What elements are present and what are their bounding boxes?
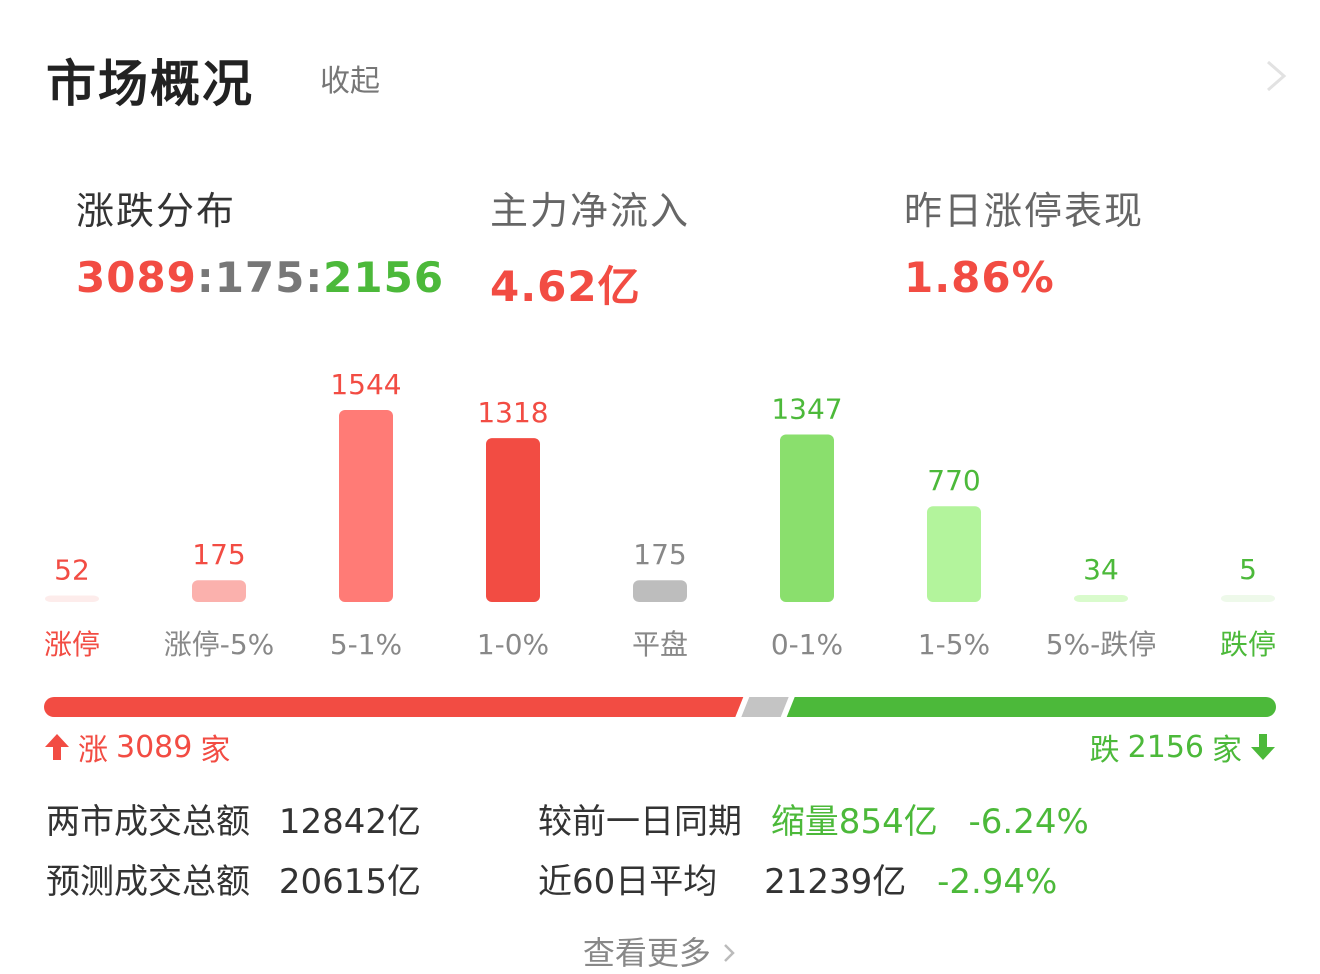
down-count: 2156 — [323, 253, 445, 302]
split-flat-segment — [741, 697, 789, 717]
up-down-split-bar — [44, 697, 1276, 717]
avg-60-day-label: 近60日平均 — [538, 862, 718, 902]
category-label: 0-1% — [771, 628, 843, 661]
chevron-right-icon[interactable] — [1258, 56, 1294, 96]
bar-value-label: 52 — [54, 554, 90, 587]
fall-label: 跌 — [1089, 733, 1120, 768]
view-more-label: 查看更多 — [582, 934, 711, 972]
turnover-total-label: 两市成交总额 — [46, 802, 250, 842]
stat-yesterday-limit-up-value: 1.86% — [904, 253, 1055, 302]
view-more-link[interactable]: 查看更多 — [0, 928, 1320, 974]
rise-label: 涨 — [78, 733, 108, 768]
bar-涨停 — [45, 595, 99, 602]
stat-net-inflow-value: 4.62亿 — [490, 262, 641, 311]
avg-60-day-pct: -2.94% — [937, 862, 1058, 902]
separator: : — [196, 253, 215, 302]
bar-5-1% — [339, 410, 393, 602]
turnover-total-label-row: 两市成交总额 12842亿 — [46, 794, 421, 843]
stat-net-inflow-label: 主力净流入 — [490, 189, 691, 233]
stat-yesterday-limit-up-label: 昨日涨停表现 — [904, 189, 1145, 233]
avg-60-day-value: 21239亿 — [764, 862, 907, 902]
turnover-forecast-label: 预测成交总额 — [46, 862, 250, 902]
stat-net-inflow[interactable]: 主力净流入 4.62亿 — [490, 180, 690, 314]
bar-value-label: 34 — [1083, 553, 1119, 586]
distribution-chart: 52 涨停 175 涨停-5% 1544 5-1% 1318 1-0% 175 平盘 1347 0-1… — [0, 340, 1320, 670]
rise-summary: 涨 3089 家 — [44, 725, 230, 769]
bar-value-label: 1347 — [771, 392, 842, 425]
stat-yesterday-limit-up[interactable]: 昨日涨停表现 1.86% — [904, 180, 1144, 302]
bar-value-label: 770 — [927, 464, 980, 497]
bar-value-label: 175 — [192, 538, 245, 571]
bar-value-label: 1318 — [477, 396, 548, 429]
distribution-chart-svg: 52 涨停 175 涨停-5% 1544 5-1% 1318 1-0% 175 平盘 1347 0-1… — [44, 368, 1276, 661]
fall-unit: 家 — [1212, 733, 1242, 768]
turnover-forecast-row: 预测成交总额 20615亿 — [46, 854, 421, 903]
bar-1-5% — [927, 506, 981, 602]
turnover-compare-row: 较前一日同期 缩量854亿 -6.24% — [538, 794, 1089, 843]
turnover-forecast-value: 20615亿 — [278, 862, 421, 902]
up-count: 3089 — [76, 253, 197, 302]
header: 市场概况 收起 — [0, 0, 1320, 150]
arrow-down-icon — [1251, 734, 1275, 760]
arrow-up-icon — [45, 734, 69, 760]
category-label: 平盘 — [632, 628, 688, 661]
split-down-segment — [786, 697, 1276, 717]
split-bar-svg — [44, 697, 1276, 717]
compare-prev-day-value: 缩量854亿 — [770, 802, 938, 842]
rise-count: 3089 — [116, 729, 193, 765]
bar-涨停-5% — [192, 580, 246, 602]
turnover-avg-row: 近60日平均 21239亿 -2.94% — [538, 854, 1057, 903]
turnover-total-value: 12842亿 — [278, 802, 421, 842]
chevron-right-icon — [724, 944, 735, 962]
bar-5%-跌停 — [1074, 595, 1128, 602]
rise-unit: 家 — [200, 733, 231, 768]
separator: : — [305, 253, 324, 302]
page-title: 市场概况 — [46, 55, 254, 113]
category-label: 5-1% — [330, 628, 402, 661]
category-label: 5%-跌停 — [1046, 628, 1157, 661]
stat-distribution-value: 3089:175:2156 — [76, 253, 444, 302]
bar-平盘 — [633, 580, 687, 602]
fall-count: 2156 — [1127, 729, 1204, 765]
flat-count: 175 — [214, 253, 306, 302]
stat-distribution[interactable]: 涨跌分布 3089:175:2156 — [76, 180, 444, 302]
category-label: 1-0% — [477, 628, 549, 661]
bar-0-1% — [780, 434, 834, 602]
category-label: 涨停-5% — [164, 628, 275, 661]
fall-summary: 跌 2156 家 — [1090, 725, 1276, 769]
bar-value-label: 175 — [633, 538, 686, 571]
split-up-segment — [44, 697, 744, 717]
category-label: 1-5% — [918, 628, 990, 661]
collapse-button[interactable]: 收起 — [320, 64, 380, 99]
compare-prev-day-pct: -6.24% — [968, 802, 1089, 842]
bar-跌停 — [1221, 595, 1275, 602]
bar-value-label: 1544 — [330, 368, 401, 401]
stat-distribution-label: 涨跌分布 — [76, 189, 237, 233]
bar-1-0% — [486, 438, 540, 602]
category-label: 跌停 — [1220, 628, 1276, 661]
category-label: 涨停 — [44, 628, 100, 661]
bar-value-label: 5 — [1239, 553, 1257, 586]
compare-prev-day-label: 较前一日同期 — [538, 802, 742, 842]
